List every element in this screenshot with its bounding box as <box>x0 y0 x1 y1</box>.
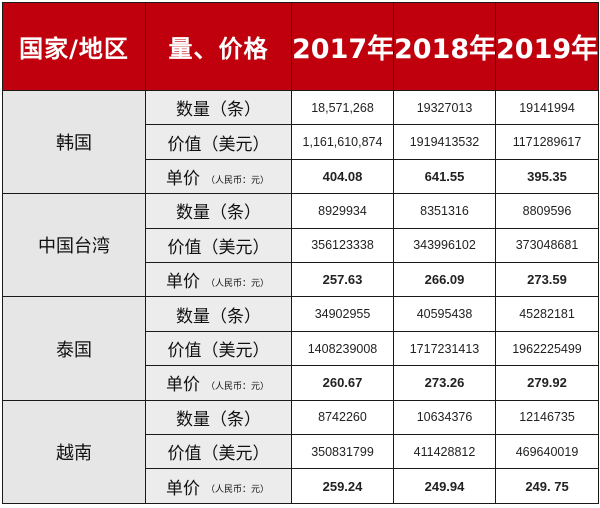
metric-unit-price-label: 单价 （人民币：元） <box>145 262 292 298</box>
quantity-cell: 40595438 <box>393 296 496 332</box>
header-year-2017: 2017年 <box>291 2 394 91</box>
table-row: 单价 （人民币：元） 257.63 266.09 273.59 <box>3 262 599 298</box>
value-cell: 1408239008 <box>291 330 394 367</box>
unit-price-note: （人民币：元） <box>206 175 270 186</box>
metric-unit-price-label: 单价 （人民币：元） <box>145 158 292 195</box>
value-cell: 1962225499 <box>495 330 599 367</box>
header-year-2019: 2019年 <box>495 2 599 91</box>
table-row: 泰国 数量（条） 34902955 40595438 45282181 <box>2 296 599 401</box>
table-row: 单价 （人民币：元） 260.67 273.26 279.92 <box>3 365 599 401</box>
unit-price-cell: 279.92 <box>495 365 599 401</box>
unit-price-text: 单价 <box>166 272 200 293</box>
unit-price-text: 单价 <box>166 169 200 190</box>
table-row: 越南 数量（条） 8742260 10634376 12146735 <box>2 399 599 505</box>
unit-price-cell: 260.67 <box>291 365 394 401</box>
quantity-cell: 19141994 <box>495 89 599 126</box>
value-cell: 373048681 <box>495 227 599 264</box>
metric-quantity-label: 数量（条） <box>145 399 292 436</box>
quantity-cell: 8929934 <box>291 193 394 229</box>
value-cell: 1919413532 <box>393 124 496 160</box>
unit-price-note: （人民币：元） <box>206 278 270 289</box>
value-cell: 356123338 <box>291 227 394 264</box>
metric-unit-price-label: 单价 （人民币：元） <box>145 468 292 504</box>
value-cell: 1717231413 <box>393 330 496 367</box>
unit-price-cell: 257.63 <box>291 262 394 298</box>
metric-value-label: 价值（美元） <box>145 227 292 264</box>
header-region: 国家/地区 <box>2 2 146 91</box>
unit-price-cell: 266.09 <box>393 262 496 298</box>
quantity-cell: 19327013 <box>393 89 496 126</box>
unit-price-text: 单价 <box>166 375 200 396</box>
table-row: 单价 （人民币：元） 404.08 641.55 395.35 <box>3 158 599 195</box>
unit-price-note: （人民币：元） <box>206 381 270 392</box>
quantity-cell: 8351316 <box>393 193 496 229</box>
metric-value-label: 价值（美元） <box>145 330 292 367</box>
region-name: 中国台湾 <box>2 193 146 298</box>
table-row: 中国台湾 数量（条） 8929934 8351316 8809596 <box>2 193 599 298</box>
value-cell: 411428812 <box>393 434 496 470</box>
region-name: 越南 <box>2 399 146 505</box>
unit-price-cell: 273.26 <box>393 365 496 401</box>
metric-quantity-label: 数量（条） <box>145 296 292 332</box>
metric-value-label: 价值（美元） <box>145 434 292 470</box>
region-name: 泰国 <box>2 296 146 401</box>
metric-quantity-label: 数量（条） <box>145 89 292 126</box>
value-cell: 469640019 <box>495 434 599 470</box>
unit-price-cell: 641.55 <box>393 158 496 195</box>
quantity-cell: 18,571,268 <box>291 89 394 126</box>
quantity-cell: 8809596 <box>495 193 599 229</box>
metric-unit-price-label: 单价 （人民币：元） <box>145 365 292 401</box>
quantity-cell: 45282181 <box>495 296 599 332</box>
metric-value-label: 价值（美元） <box>145 124 292 160</box>
table-row: 单价 （人民币：元） 259.24 249.94 249. 75 <box>3 468 599 504</box>
header-metric: 量、价格 <box>145 2 292 91</box>
unit-price-cell: 404.08 <box>291 158 394 195</box>
quantity-cell: 34902955 <box>291 296 394 332</box>
header-year-2018: 2018年 <box>393 2 496 91</box>
quantity-cell: 8742260 <box>291 399 394 436</box>
table-row: 价值（美元） 1,161,610,874 1919413532 11712896… <box>3 124 599 160</box>
table-body: 韩国 数量（条） 18,571,268 19327013 19141994 价值… <box>2 89 599 505</box>
unit-price-cell: 273.59 <box>495 262 599 298</box>
metric-quantity-label: 数量（条） <box>145 193 292 229</box>
value-cell: 350831799 <box>291 434 394 470</box>
unit-price-text: 单价 <box>166 478 200 499</box>
unit-price-cell: 395.35 <box>495 158 599 195</box>
header-row: 国家/地区 量、价格 2017年 2018年 2019年 <box>2 2 599 91</box>
quantity-cell: 10634376 <box>393 399 496 436</box>
value-cell: 1,161,610,874 <box>291 124 394 160</box>
value-cell: 343996102 <box>393 227 496 264</box>
table-row: 韩国 数量（条） 18,571,268 19327013 19141994 <box>2 89 599 195</box>
table-header: 国家/地区 量、价格 2017年 2018年 2019年 <box>2 2 599 91</box>
unit-price-cell: 259.24 <box>291 468 394 504</box>
table-row: 价值（美元） 350831799 411428812 469640019 <box>3 434 599 470</box>
quantity-cell: 12146735 <box>495 399 599 436</box>
unit-price-cell: 249.94 <box>393 468 496 504</box>
unit-price-note: （人民币：元） <box>206 485 270 496</box>
region-name: 韩国 <box>2 89 146 195</box>
value-cell: 1171289617 <box>495 124 599 160</box>
unit-price-cell: 249. 75 <box>495 468 599 504</box>
